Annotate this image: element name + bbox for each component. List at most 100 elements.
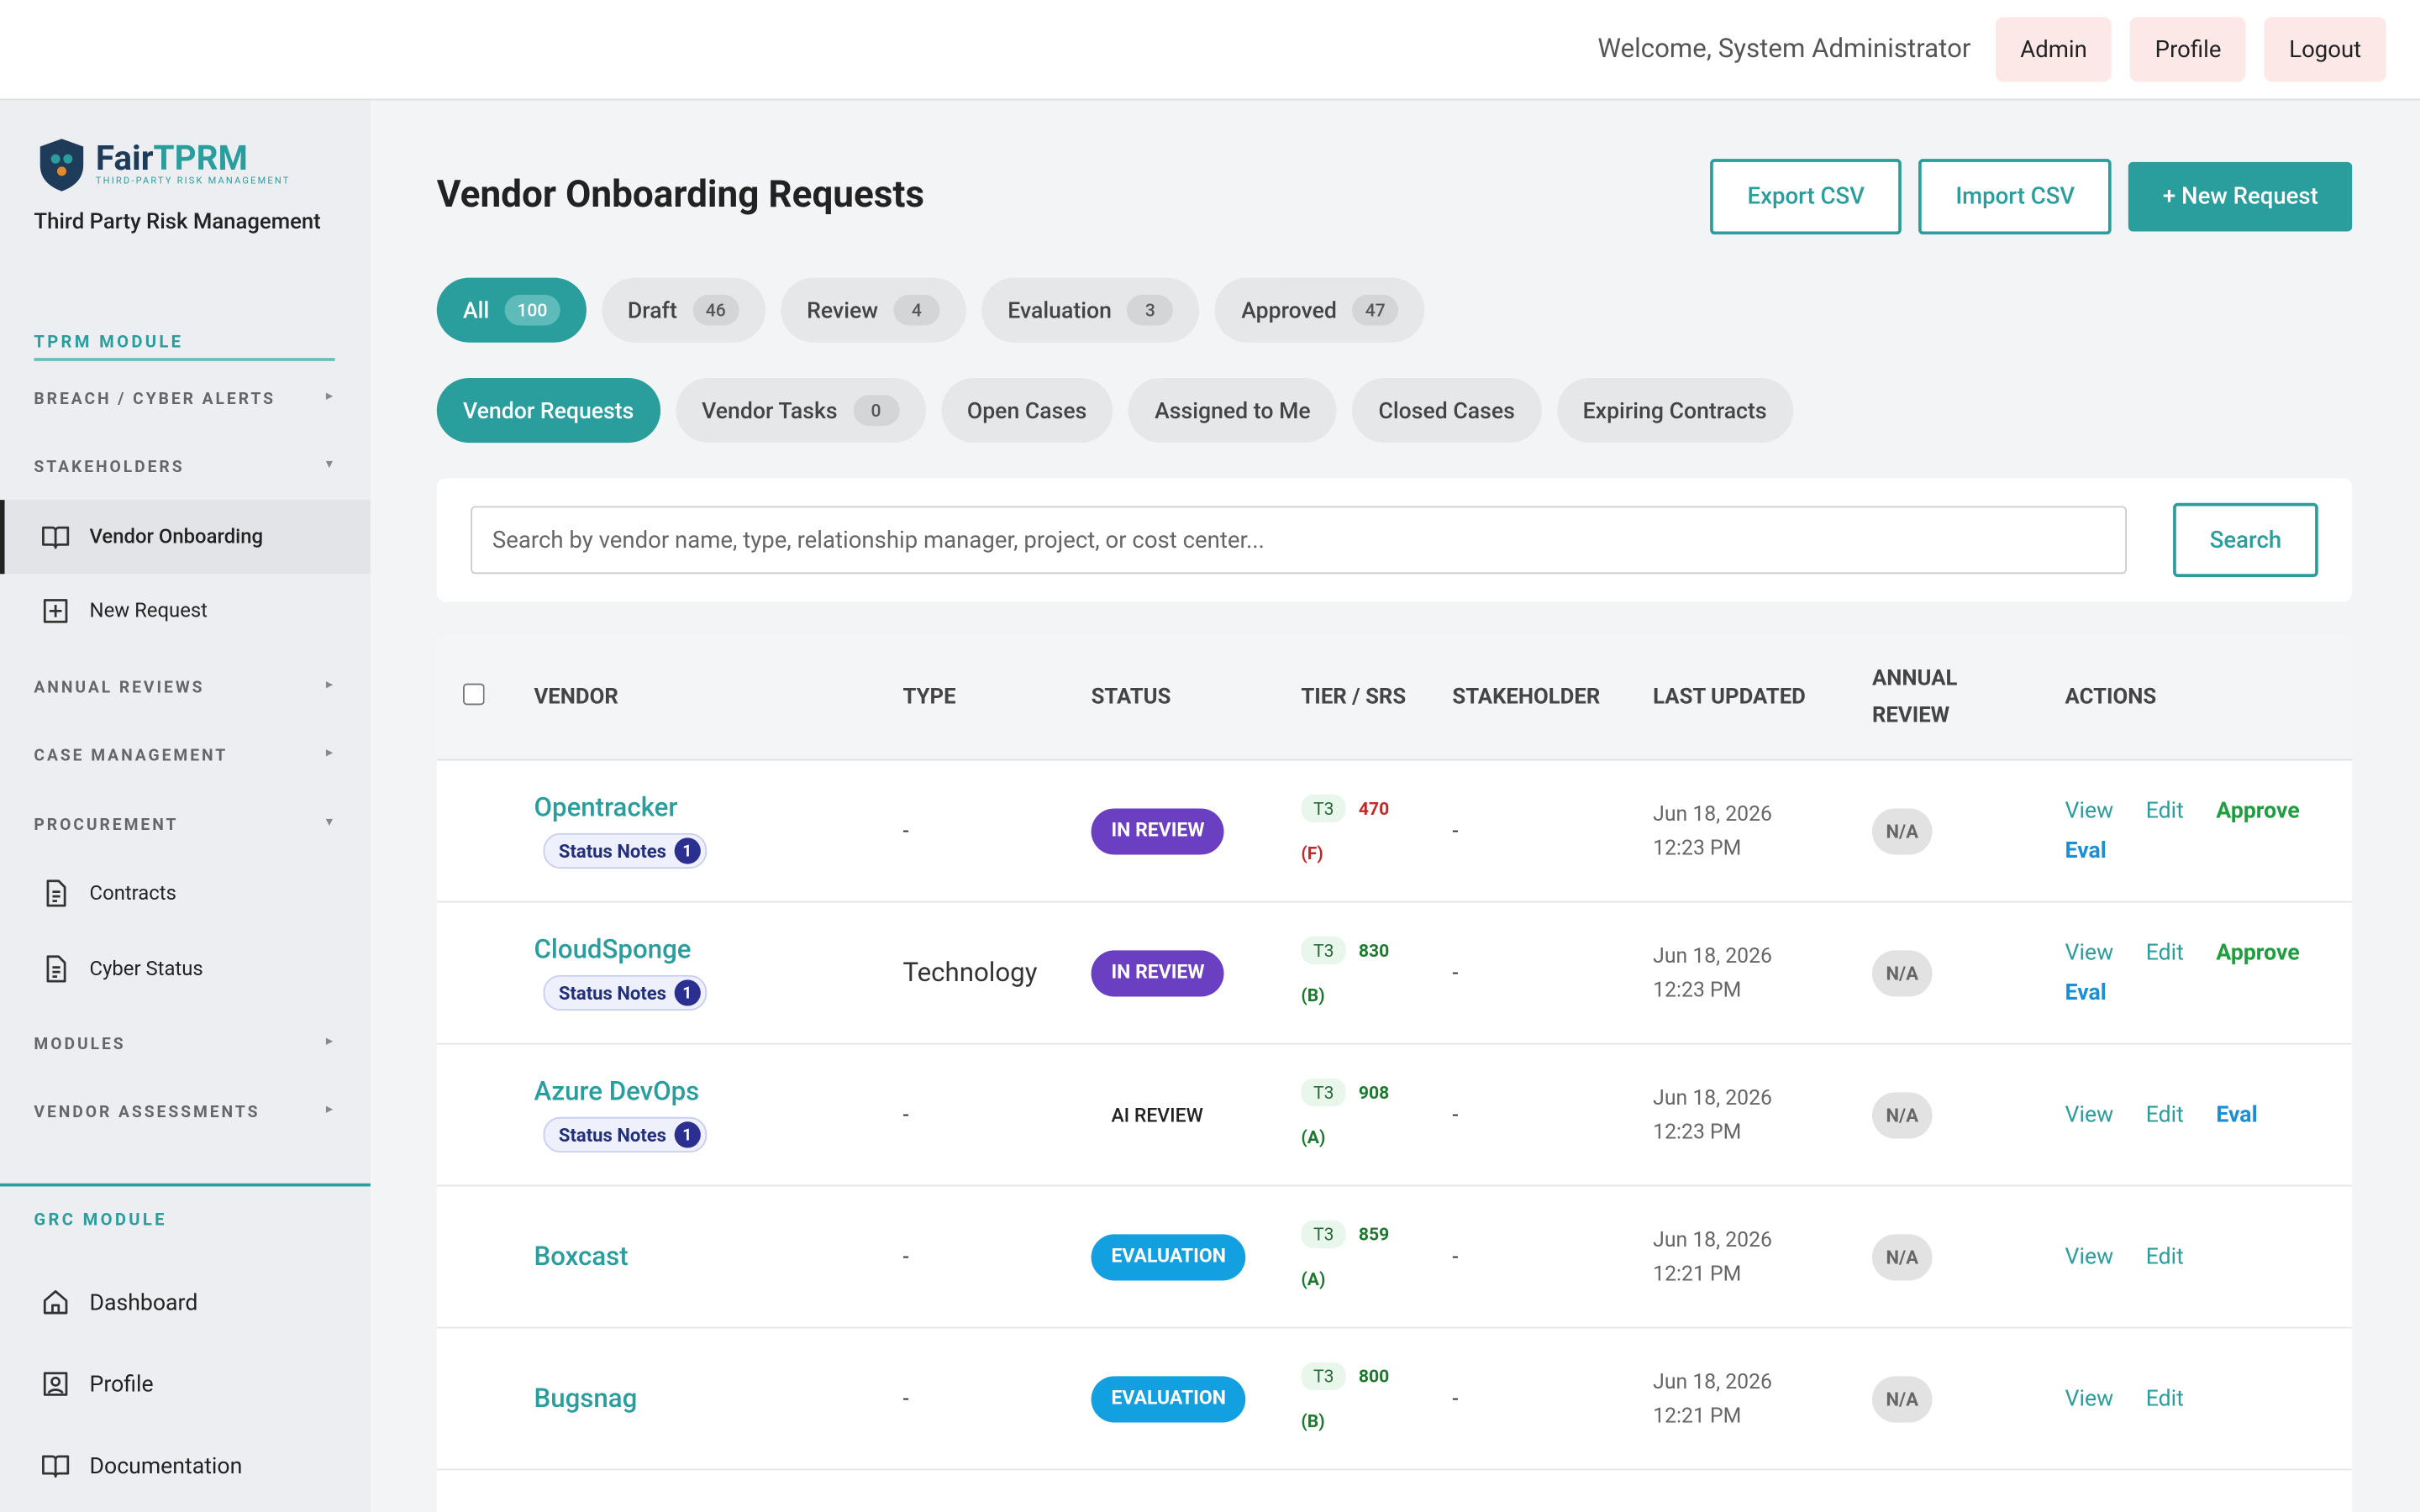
- tab[interactable]: Vendor Tasks 0: [675, 378, 926, 444]
- action-button[interactable]: Export CSV: [1710, 159, 1902, 235]
- tab[interactable]: Expiring Contracts: [1556, 378, 1793, 444]
- header-button[interactable]: Admin: [1995, 17, 2112, 82]
- nav-link-label: New Request: [89, 599, 208, 623]
- row-action[interactable]: Edit: [2145, 1101, 2184, 1128]
- date-cell: Jun 18, 2026 12:21 PM: [1653, 1223, 1872, 1291]
- row-action[interactable]: Eval: [2216, 1101, 2258, 1128]
- row-action[interactable]: Approve: [2216, 939, 2300, 966]
- status-notes-label: Status Notes: [558, 1124, 667, 1146]
- icon: [43, 1372, 68, 1396]
- nav-link-label: Contracts: [89, 881, 176, 906]
- search-button[interactable]: Search: [2173, 502, 2318, 577]
- nav-link[interactable]: Profile: [0, 1347, 371, 1420]
- chevron: ▾: [326, 814, 335, 829]
- chevron: ▸: [326, 745, 335, 759]
- stakeholder-cell: -: [1452, 1102, 1459, 1127]
- tab[interactable]: Review 4: [780, 277, 966, 343]
- tab[interactable]: Open Cases: [940, 378, 1113, 444]
- row-action[interactable]: Edit: [2145, 1243, 2184, 1270]
- nav-group-label: ANNUAL REVIEWS: [34, 677, 205, 698]
- nav-link[interactable]: Cyber Status: [0, 932, 371, 1005]
- tab[interactable]: Vendor Requests: [436, 378, 660, 444]
- vendor-name[interactable]: Bugsnag: [534, 1383, 638, 1415]
- status-notes-badge[interactable]: Status Notes 1: [543, 832, 707, 869]
- nav-link[interactable]: Dashboard: [0, 1265, 371, 1339]
- actions-cell: View Edit Approve Eval: [2065, 940, 2312, 1006]
- status-cell: IN REVIEW: [1091, 949, 1302, 996]
- action-button[interactable]: Import CSV: [1918, 159, 2112, 235]
- srs-grade: (F): [1301, 841, 1323, 864]
- nav-group-label: PROCUREMENT: [34, 814, 179, 835]
- nav-group[interactable]: PROCUREMENT ▾: [34, 815, 334, 835]
- type-cell: -: [902, 1244, 909, 1269]
- date-cell: Jun 18, 2026 12:23 PM: [1653, 1081, 1872, 1149]
- row-action[interactable]: Edit: [2145, 797, 2184, 824]
- row-action[interactable]: Edit: [2145, 939, 2184, 966]
- time: 12:23 PM: [1653, 1119, 1742, 1144]
- nav-group[interactable]: MODULES ▸: [34, 1034, 334, 1054]
- vendor-name[interactable]: Azure DevOps: [534, 1077, 700, 1108]
- status-badge: EVALUATION: [1091, 1375, 1246, 1422]
- logo-text: FairTPRM THIRD-PARTY RISK MANAGEMENT: [96, 143, 291, 186]
- action-button[interactable]: + New Request: [2128, 161, 2353, 232]
- tab-label: Vendor Requests: [463, 396, 634, 424]
- nav-group[interactable]: BREACH / CYBER ALERTS ▸: [34, 389, 334, 409]
- nav-group-label: MODULES: [34, 1033, 126, 1054]
- nav-link[interactable]: Contracts: [0, 856, 371, 930]
- actions-cell: View Edit: [2065, 1243, 2312, 1269]
- checkbox-cell: [437, 678, 534, 717]
- view_tabs-row: Vendor Requests Vendor Tasks 0 Open Cases As…: [436, 378, 1793, 444]
- tier-cell: T3 470 (F): [1301, 786, 1452, 876]
- vendor-cell: CloudSponge Status Notes 1: [534, 935, 903, 1011]
- icon: [43, 599, 68, 623]
- tab[interactable]: Assigned to Me: [1128, 378, 1337, 444]
- row-action[interactable]: View: [2065, 1243, 2114, 1270]
- time: 12:23 PM: [1653, 977, 1742, 1002]
- header-button[interactable]: Logout: [2264, 17, 2386, 82]
- nav-link[interactable]: Documentation: [0, 1429, 371, 1503]
- tab[interactable]: Draft 46: [601, 277, 765, 343]
- vendor-name[interactable]: CloudSponge: [534, 935, 692, 966]
- status-cell: AI REVIEW: [1092, 1102, 1302, 1127]
- row-action[interactable]: Edit: [2145, 1385, 2184, 1412]
- tier-line: T3 908: [1301, 1070, 1452, 1115]
- srs-grade: (B): [1301, 1409, 1325, 1431]
- tier-line: T3 830: [1301, 928, 1452, 973]
- date-cell: Jun 18, 2026 12:23 PM: [1653, 797, 1872, 865]
- row-action[interactable]: View: [2065, 1385, 2114, 1412]
- row-action[interactable]: Approve: [2216, 797, 2300, 824]
- vendor-name[interactable]: Opentracker: [534, 793, 678, 824]
- nav-group[interactable]: VENDOR ASSESSMENTS ▸: [34, 1101, 334, 1121]
- search-input[interactable]: Search by vendor name, type, relationshi…: [471, 506, 2128, 575]
- header-button[interactable]: Profile: [2130, 17, 2246, 82]
- nav-group[interactable]: STAKEHOLDERS ▾: [34, 457, 334, 477]
- tab[interactable]: Approved 47: [1214, 277, 1425, 343]
- chevron: ▾: [326, 456, 335, 471]
- nav-group[interactable]: ANNUAL REVIEWS ▸: [34, 677, 334, 697]
- select-all-checkbox[interactable]: [463, 682, 485, 705]
- status-notes-badge[interactable]: Status Notes 1: [543, 974, 707, 1011]
- stakeholder-cell: -: [1452, 1244, 1459, 1269]
- tab[interactable]: Closed Cases: [1352, 378, 1542, 444]
- row-action[interactable]: View: [2065, 1101, 2114, 1128]
- vendor-cell: Bugsnag: [534, 1383, 903, 1415]
- row-action[interactable]: Eval: [2065, 837, 2107, 864]
- row-action[interactable]: View: [2065, 939, 2114, 966]
- nav-link[interactable]: New Request: [0, 574, 371, 648]
- tab[interactable]: All 100: [436, 277, 587, 343]
- tab-label: Evaluation: [1007, 297, 1112, 323]
- srs-score: 908: [1358, 1080, 1390, 1103]
- nav-link-label: Documentation: [89, 1452, 243, 1479]
- nav-group-label: CASE MANAGEMENT: [34, 745, 229, 766]
- column-header: ACTIONS: [2065, 685, 2157, 710]
- row-action[interactable]: Eval: [2065, 979, 2107, 1006]
- tier-line: T3 800: [1301, 1354, 1452, 1399]
- tab-count: 3: [1127, 294, 1174, 326]
- nav-group[interactable]: CASE MANAGEMENT ▸: [34, 745, 334, 765]
- row-action[interactable]: View: [2065, 797, 2114, 824]
- nav-link[interactable]: Vendor Onboarding: [0, 500, 371, 575]
- tier-badge: T3: [1301, 794, 1347, 822]
- status-notes-badge[interactable]: Status Notes 1: [543, 1116, 707, 1153]
- vendor-name[interactable]: Boxcast: [534, 1241, 629, 1273]
- tab[interactable]: Evaluation 3: [981, 277, 1200, 343]
